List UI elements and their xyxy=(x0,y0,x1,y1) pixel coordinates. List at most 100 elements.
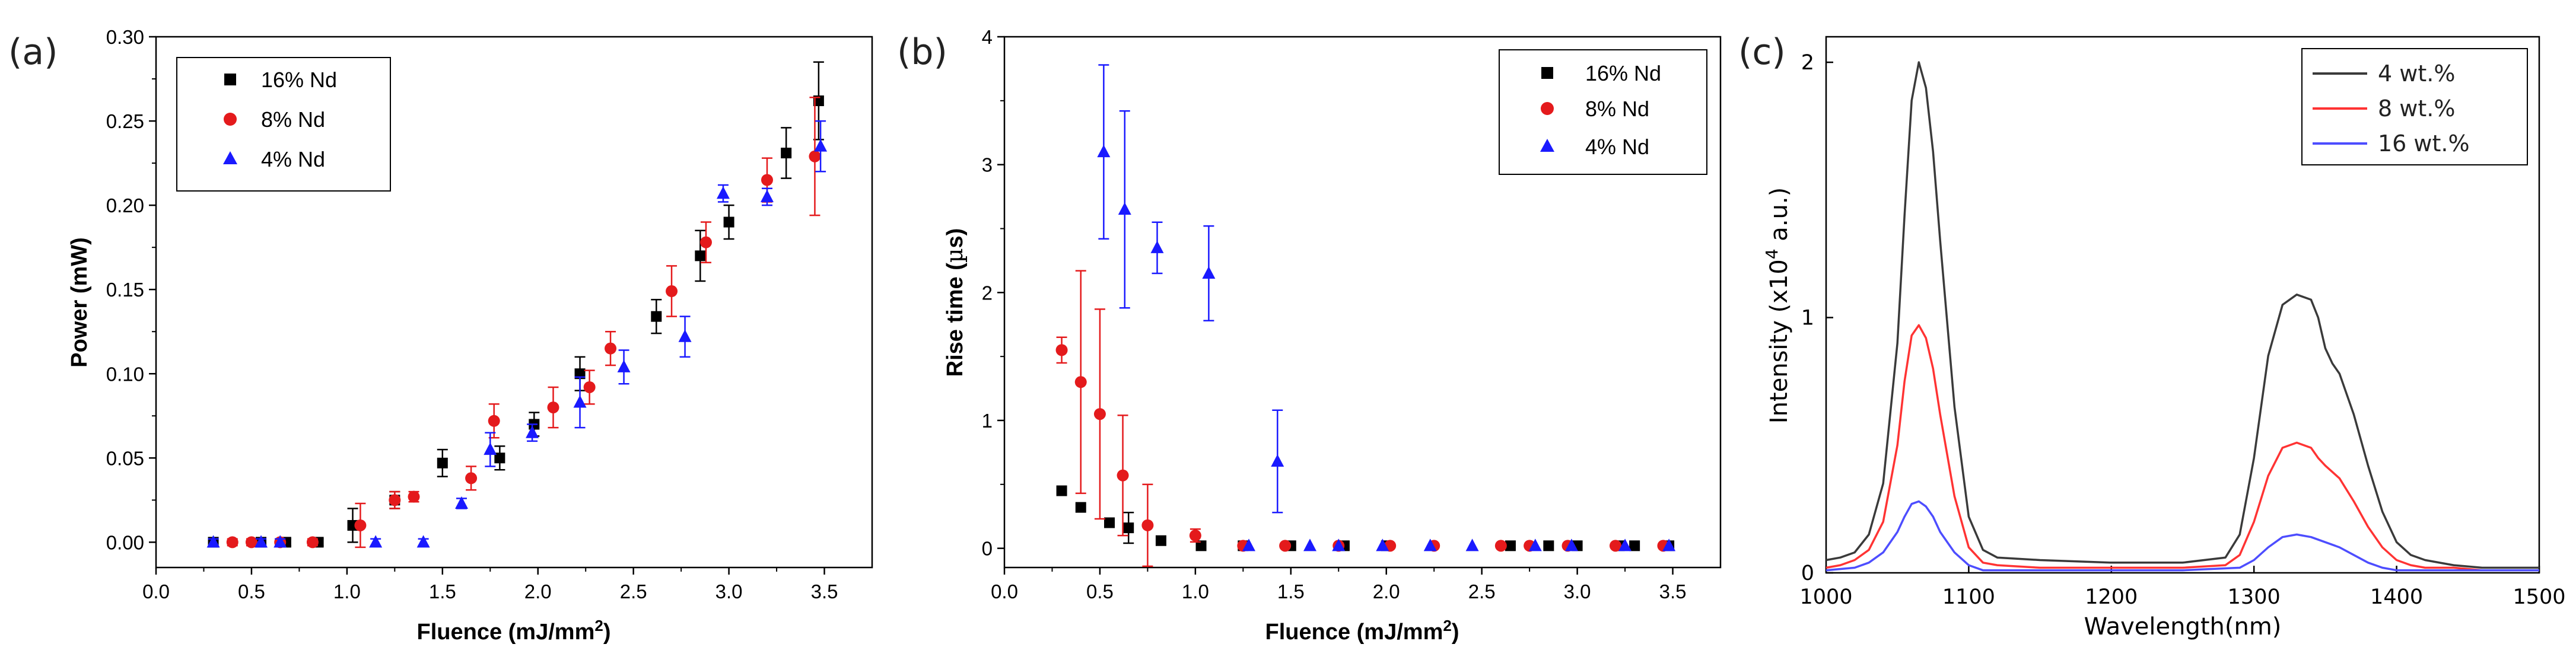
series-line-16-wt- xyxy=(1826,500,2539,572)
x-tick-label: 0.0 xyxy=(991,581,1018,602)
panel-a-legend-4nd: 4% Nd xyxy=(261,147,325,171)
data-point xyxy=(1075,502,1086,513)
x-tick-label: 1300 xyxy=(2228,585,2281,609)
y-tick-label: 0.00 xyxy=(106,531,144,553)
data-point xyxy=(666,285,678,298)
panel-a-legend-marker-4nd xyxy=(223,151,237,164)
data-point xyxy=(1202,266,1216,279)
y-tick-label: 2 xyxy=(982,282,993,304)
panel-b-series xyxy=(1055,64,1676,567)
data-point xyxy=(678,329,692,342)
data-point xyxy=(1564,538,1578,551)
panel-c-legend-4wt: 4 wt.% xyxy=(2378,60,2455,87)
panel-b-axes-frame xyxy=(1003,36,1722,569)
data-point xyxy=(1494,540,1507,552)
panel-b-legend-marker-8nd xyxy=(1541,102,1554,115)
x-tick-label: 1000 xyxy=(1799,585,1852,609)
data-point xyxy=(760,189,774,202)
x-tick-label: 0.5 xyxy=(238,581,265,602)
data-point xyxy=(306,536,319,549)
data-point xyxy=(695,250,706,262)
panel-b-x-ticks: 0.0 0.5 1.0 1.5 2.0 2.5 3.0 3.5 xyxy=(991,567,1686,602)
panel-a-legend: 16% Nd 8% Nd 4% Nd xyxy=(176,57,391,192)
data-point xyxy=(814,139,828,152)
panel-a-x-axis-label: Fluence (mJ/mm2) xyxy=(417,617,611,645)
y-tick-label: 4 xyxy=(982,26,993,48)
panel-b: (b) 0.0 0.5 1.0 1.5 2.0 2.5 3.0 3.5 0 1 2 3 4 Fluen… xyxy=(897,26,1722,645)
panel-a-series xyxy=(206,61,828,549)
x-tick-label: 3.5 xyxy=(1659,581,1687,602)
panel-c-legend: 4 wt.% 8 wt.% 16 wt.% xyxy=(2301,48,2528,165)
y-tick-label: 0.10 xyxy=(106,363,144,385)
y-tick-label: 0.15 xyxy=(106,279,144,301)
data-point xyxy=(781,148,792,159)
data-point xyxy=(547,401,559,414)
data-point xyxy=(389,494,401,506)
x-tick-label: 3.0 xyxy=(1564,581,1591,602)
y-tick-label: 0 xyxy=(982,538,993,560)
data-point xyxy=(408,490,420,503)
y-tick-label: 0 xyxy=(1801,562,1814,585)
panel-a-label: (a) xyxy=(8,31,58,73)
data-point xyxy=(1097,145,1111,158)
x-tick-label: 2.5 xyxy=(1468,581,1496,602)
data-point xyxy=(1629,540,1640,551)
data-point xyxy=(465,472,478,484)
series-line-8-wt- xyxy=(1826,324,2539,572)
x-tick-label: 1500 xyxy=(2513,585,2565,609)
x-tick-label: 0.0 xyxy=(142,581,170,602)
panel-b-legend-marker-16nd xyxy=(1541,67,1553,79)
data-point xyxy=(488,415,500,427)
data-point xyxy=(273,535,287,548)
y-tick-label: 0.05 xyxy=(106,447,144,469)
panel-c-legend-8wt: 8 wt.% xyxy=(2378,95,2455,122)
data-point xyxy=(651,311,662,322)
panel-b-legend-marker-4nd xyxy=(1540,139,1554,152)
y-tick-label: 1 xyxy=(982,410,993,432)
data-point xyxy=(255,535,268,548)
panel-c-y-axis-label: Intensity (x104 a.u.) xyxy=(1762,187,1793,423)
y-tick-label: 0.25 xyxy=(106,110,144,132)
data-point xyxy=(1117,469,1129,482)
data-point xyxy=(1609,540,1621,552)
panel-b-legend: 16% Nd 8% Nd 4% Nd xyxy=(1499,49,1707,175)
data-point xyxy=(1118,202,1131,215)
data-point xyxy=(437,457,448,468)
panel-a-legend-box xyxy=(176,57,391,192)
data-point xyxy=(1303,538,1316,551)
data-point xyxy=(1423,538,1437,551)
x-tick-label: 1100 xyxy=(1942,585,1995,609)
panel-a-legend-16nd: 16% Nd xyxy=(261,68,337,92)
panel-b-legend-16nd: 16% Nd xyxy=(1585,61,1661,85)
x-tick-label: 3.5 xyxy=(811,581,838,602)
data-point xyxy=(1093,408,1106,420)
panel-a-legend-8nd: 8% Nd xyxy=(261,107,325,132)
panel-c: (c) 1000 1100 1200 1300 1400 1500 0 1 2 Wavelen… xyxy=(1738,31,2566,640)
data-point xyxy=(1242,538,1255,551)
x-tick-label: 0.5 xyxy=(1086,581,1114,602)
series-16-nd xyxy=(1056,485,1675,551)
data-point xyxy=(1332,538,1346,551)
x-tick-label: 2.0 xyxy=(1373,581,1400,602)
data-point xyxy=(226,536,238,549)
panel-c-y-ticks: 0 1 2 xyxy=(1801,51,1833,585)
panel-b-legend-4nd: 4% Nd xyxy=(1585,135,1649,159)
data-point xyxy=(1141,519,1154,531)
data-point xyxy=(617,359,631,372)
data-point xyxy=(723,216,734,228)
data-point xyxy=(1279,540,1292,552)
panel-c-series xyxy=(1826,61,2539,572)
data-point xyxy=(1155,535,1166,546)
x-tick-label: 1.0 xyxy=(333,581,361,602)
panel-c-legend-box xyxy=(2301,48,2528,165)
data-point xyxy=(716,186,730,199)
data-point xyxy=(1104,517,1115,528)
data-point xyxy=(526,425,539,438)
series-8-nd xyxy=(226,97,821,549)
x-tick-label: 2.0 xyxy=(524,581,552,602)
panel-a-y-axis-label: Power (mW) xyxy=(67,237,92,368)
panel-c-x-axis-label: Wavelength(nm) xyxy=(2084,613,2282,640)
panel-c-label: (c) xyxy=(1738,31,1786,73)
data-point xyxy=(1271,454,1284,467)
data-point xyxy=(761,174,773,186)
